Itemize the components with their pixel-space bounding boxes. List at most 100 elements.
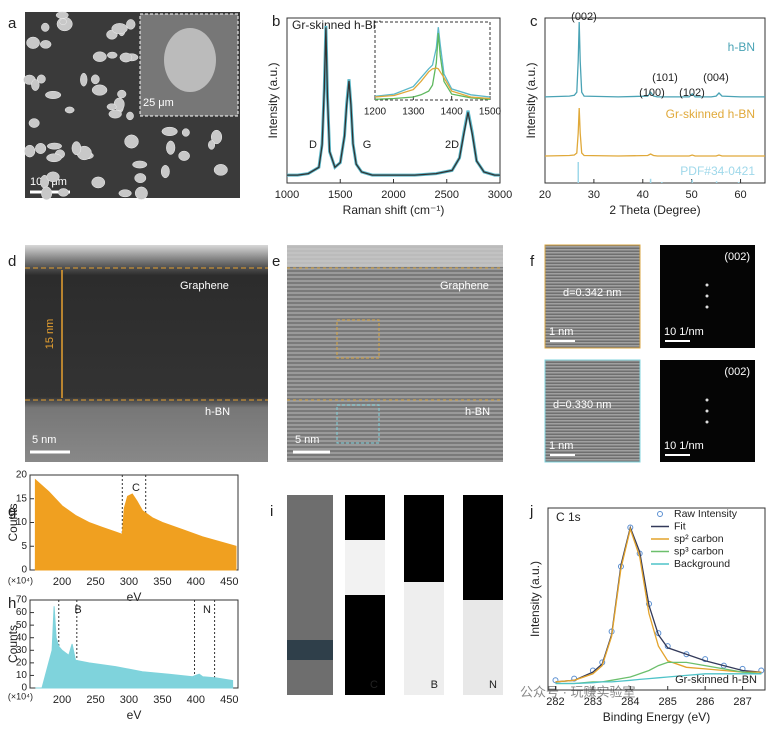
x-tick-label: 287 [733, 696, 751, 708]
y-tick-label: 60 [16, 607, 28, 618]
map-label: B [431, 679, 438, 691]
fft-spot [705, 420, 709, 424]
surface-layer [287, 245, 503, 267]
panel-label: b [272, 13, 280, 30]
annotation: (002) [571, 11, 597, 23]
particle [161, 126, 178, 136]
roi-box [336, 404, 380, 444]
x-tick-label: 3000 [488, 189, 512, 201]
particle [160, 164, 170, 179]
annotation: (101) [652, 72, 678, 84]
spectrum-line [544, 21, 765, 98]
particle [46, 142, 62, 150]
y-tick-label: 5 [21, 541, 27, 552]
panel-label: g [8, 503, 16, 520]
sem-image [25, 12, 240, 198]
y-axis-label: Intensity (a.u.) [528, 561, 542, 637]
panel-label: a [8, 15, 17, 32]
particle [35, 143, 47, 154]
particle [111, 23, 128, 35]
scale-label: 5 nm [32, 434, 56, 446]
y-tick-label: 10 [16, 517, 28, 528]
spectrum-line [544, 107, 765, 157]
plane-label: (002) [724, 251, 750, 263]
particle [208, 140, 216, 150]
annotation: 2D [445, 139, 459, 151]
y-tick-label: 50 [16, 620, 28, 631]
watermark: 公众号 · 玩赚实验室 [520, 684, 636, 699]
annotation: (004) [703, 72, 729, 84]
plane-label: (002) [724, 366, 750, 378]
spectrum-area [34, 478, 237, 571]
spectrum-line [555, 673, 762, 685]
roi-box [336, 319, 380, 359]
x-tick-label: 1300 [402, 107, 425, 118]
data-point [702, 656, 709, 663]
y-tick-label: 0 [21, 565, 27, 576]
y-axis-label: Intensity (a.u.) [266, 62, 280, 138]
spacing-label: d=0.342 nm [563, 287, 621, 299]
panel-label: d [8, 253, 16, 270]
particle [134, 186, 148, 200]
plot-frame [544, 17, 766, 184]
fft-spot [705, 305, 709, 309]
particle [134, 173, 147, 184]
x-tick-label: 30 [588, 189, 600, 201]
x-tick-label: 200 [53, 694, 71, 706]
data-point [664, 643, 671, 650]
fft-spot [705, 283, 709, 287]
particle [210, 129, 223, 145]
hrtem-image [287, 245, 503, 462]
x-tick-label: 1200 [364, 107, 387, 118]
chart-title: Gr-skinned h-BN [292, 18, 381, 32]
map-label: C [370, 679, 378, 691]
particle [132, 160, 148, 169]
haadf-image [287, 495, 333, 695]
annotation: G [363, 139, 372, 151]
spectrum-line [555, 525, 762, 683]
map-n-signal [463, 600, 503, 695]
annotation: N [203, 604, 211, 616]
layer-label: Graphene [440, 280, 489, 292]
x-tick-label: 450 [220, 694, 238, 706]
x-tick-label: 40 [637, 189, 649, 201]
y-axis-label: Counts [6, 625, 20, 663]
spectrum-line [287, 27, 500, 176]
particle [117, 89, 127, 99]
inset-frame [374, 21, 491, 101]
chart-title: C 1s [556, 510, 581, 524]
particle [181, 128, 190, 137]
x-axis-label: Raman shift (cm⁻¹) [343, 203, 445, 217]
particle [57, 188, 69, 197]
data-point [683, 651, 690, 658]
legend-label: Background [674, 558, 730, 570]
y-tick-label: 20 [16, 470, 28, 481]
x-tick-label: 300 [120, 576, 138, 588]
x-axis-label: eV [127, 590, 142, 604]
layer-label: h-BN [465, 406, 490, 418]
annotation: D [309, 139, 317, 151]
series-label: PDF#34-0421 [680, 164, 755, 178]
legend-label: sp² carbon [674, 533, 724, 545]
spectrum-area [35, 606, 234, 689]
particle [164, 28, 216, 92]
y-tick-label: 30 [16, 645, 28, 656]
particle [90, 74, 100, 85]
panel-label: f [530, 253, 535, 270]
x-tick-label: 1400 [441, 107, 464, 118]
x-tick-label: 450 [220, 576, 238, 588]
fft-spots [705, 283, 709, 424]
particle [166, 140, 176, 155]
particle [91, 176, 106, 189]
x-tick-label: 400 [187, 576, 205, 588]
scale-label: 1 nm [549, 440, 573, 452]
x-tick-label: 285 [659, 696, 677, 708]
x-tick-label: 350 [153, 576, 171, 588]
x-tick-label: 2500 [435, 189, 459, 201]
particle [213, 164, 228, 176]
x-axis-label: 2 Theta (Degree) [609, 203, 700, 217]
y-tick-label: 15 [16, 493, 28, 504]
y-tick-label: 40 [16, 632, 28, 643]
